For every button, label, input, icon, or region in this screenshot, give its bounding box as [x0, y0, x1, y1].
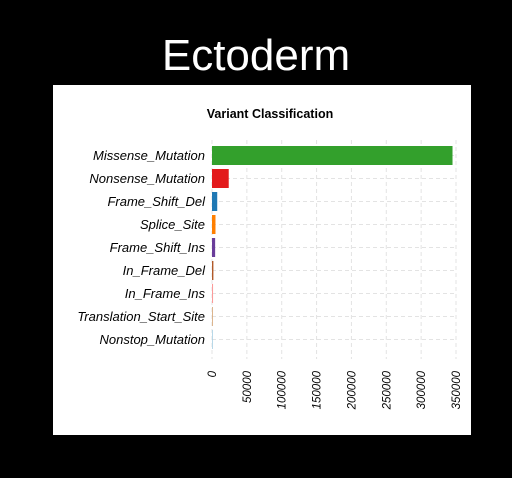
bar — [212, 169, 229, 188]
bar — [212, 215, 216, 234]
bar — [212, 238, 216, 257]
x-tick-label: 350000 — [451, 370, 463, 409]
category-label: Missense_Mutation — [93, 148, 205, 163]
x-tick-label: 100000 — [277, 370, 289, 409]
category-label: In_Frame_Ins — [125, 286, 206, 301]
category-label: Frame_Shift_Ins — [110, 240, 206, 255]
category-label: Translation_Start_Site — [77, 309, 205, 324]
page-heading: Ectoderm — [161, 31, 351, 80]
grid-lines — [211, 140, 457, 359]
bar — [212, 284, 214, 303]
bar — [212, 307, 213, 326]
chart-title: Variant Classification — [207, 107, 333, 121]
x-tick-label: 50000 — [242, 370, 254, 403]
category-label: Splice_Site — [140, 217, 205, 232]
bar — [212, 330, 213, 349]
x-tick-label: 250000 — [381, 370, 393, 410]
bars — [212, 146, 453, 349]
x-axis-ticks: 0 50000 100000 150000 200000 250000 300000 3500… — [207, 370, 463, 410]
category-label: Nonstop_Mutation — [99, 332, 205, 347]
category-label: In_Frame_Del — [123, 263, 206, 278]
category-label: Frame_Shift_Del — [107, 194, 206, 209]
bar — [212, 192, 218, 211]
bar — [212, 146, 453, 165]
variant-classification-chart: Variant Classification Missense_Mutation… — [77, 107, 463, 410]
x-tick-label: 150000 — [312, 370, 324, 409]
category-labels: Missense_Mutation Nonsense_Mutation Frame_… — [77, 148, 206, 347]
x-tick-label: 0 — [207, 370, 219, 377]
x-tick-label: 300000 — [416, 370, 428, 409]
x-tick-label: 200000 — [346, 370, 358, 410]
category-label: Nonsense_Mutation — [89, 171, 205, 186]
bar — [212, 261, 214, 280]
chart-panel: Variant Classification Missense_Mutation… — [53, 85, 471, 435]
